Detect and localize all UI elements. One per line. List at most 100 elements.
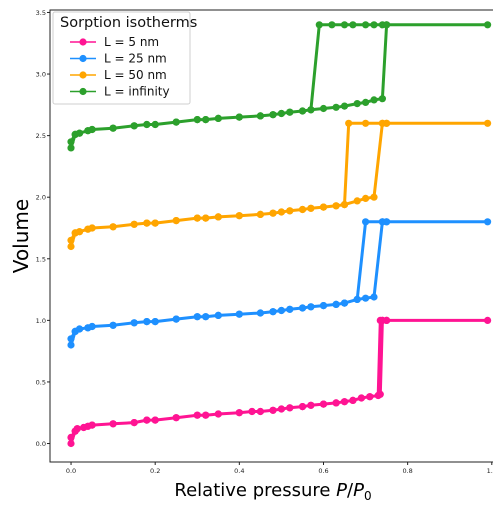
data-point (366, 393, 374, 401)
data-point (277, 208, 285, 216)
data-point (340, 102, 349, 110)
legend-marker (79, 87, 87, 96)
data-point (378, 316, 386, 324)
data-point (143, 318, 151, 326)
data-point (71, 427, 79, 435)
data-point (214, 114, 222, 122)
data-point (193, 116, 201, 124)
legend-marker (79, 38, 87, 46)
data-point (193, 411, 201, 419)
data-point (286, 305, 294, 313)
data-point (484, 119, 492, 127)
data-point (202, 214, 210, 222)
data-point (277, 306, 285, 315)
data-point (67, 433, 75, 441)
data-point (484, 21, 492, 29)
y-tick-label: 1.5 (36, 255, 46, 263)
data-point (378, 119, 386, 127)
data-point (340, 21, 349, 29)
x-tick-label: 0.2 (150, 467, 160, 475)
data-point (286, 207, 294, 215)
series-l-25-nm (67, 218, 492, 349)
data-point (84, 127, 92, 135)
data-point (349, 396, 357, 404)
legend-label: L = 5 nm (104, 35, 159, 49)
data-point (109, 321, 117, 329)
data-point (286, 404, 294, 412)
data-point (84, 324, 92, 332)
data-point (362, 119, 370, 127)
x-axis-title-text: Relative pressure (174, 480, 336, 501)
data-point (67, 335, 75, 343)
data-point (130, 319, 138, 327)
data-point (319, 203, 328, 211)
data-point (332, 399, 340, 407)
data-point (357, 394, 365, 402)
data-point (214, 213, 222, 221)
data-point (319, 302, 328, 310)
data-point (370, 293, 378, 301)
data-point (67, 341, 75, 349)
data-point (349, 21, 357, 29)
data-point (298, 107, 307, 115)
data-point (67, 242, 75, 251)
x-tick-label: 0.6 (318, 467, 328, 475)
data-point (298, 304, 307, 312)
x-axis: 0.0 0.2 0.4 0.6 0.8 1.0 (66, 462, 493, 475)
y-tick-label: 0.0 (36, 440, 46, 448)
data-point (151, 416, 159, 424)
data-point (172, 118, 180, 126)
data-point (269, 308, 277, 316)
legend-label: L = 25 nm (104, 52, 167, 66)
data-point (484, 316, 492, 324)
data-point (319, 104, 328, 113)
y-tick-label: 0.5 (36, 378, 46, 386)
data-point (353, 295, 361, 303)
y-tick-label: 3.0 (36, 71, 46, 79)
data-point (71, 327, 79, 335)
x-tick-label: 0.8 (402, 467, 412, 475)
series-l-50-nm (67, 119, 492, 251)
legend-label: L = infinity (104, 85, 170, 99)
data-point (362, 21, 370, 29)
data-point (353, 100, 361, 108)
data-point (256, 309, 264, 317)
data-point (378, 95, 386, 103)
data-point (235, 113, 243, 121)
data-point (193, 214, 201, 222)
data-point (286, 108, 294, 116)
data-point (143, 120, 151, 129)
data-point (307, 204, 315, 212)
data-point (353, 197, 361, 205)
data-point (84, 225, 92, 233)
plot-frame (49, 9, 493, 463)
data-point (143, 219, 151, 227)
data-point (256, 407, 264, 416)
x-tick-label: 1.0 (487, 467, 493, 475)
data-point (340, 201, 349, 209)
data-point (345, 119, 353, 127)
data-point (151, 219, 159, 227)
data-point (328, 21, 336, 29)
data-point (269, 111, 277, 119)
x-axis-title-p: P (336, 480, 347, 501)
data-point (370, 193, 378, 201)
data-point (383, 21, 391, 29)
y-tick-label: 3.5 (36, 9, 46, 17)
plot-area (67, 21, 492, 448)
data-point (374, 391, 382, 400)
data-point (269, 209, 277, 217)
legend-frame (52, 11, 191, 105)
data-point (202, 313, 210, 321)
x-axis-title-p-sub: P (353, 480, 364, 501)
data-point (172, 217, 180, 225)
x-tick-label: 0.4 (234, 467, 244, 475)
data-point (269, 406, 277, 414)
data-point (332, 300, 340, 308)
data-point (484, 218, 492, 226)
data-point (172, 315, 180, 323)
data-point (298, 403, 307, 411)
data-point (277, 405, 285, 413)
data-point (307, 106, 315, 114)
